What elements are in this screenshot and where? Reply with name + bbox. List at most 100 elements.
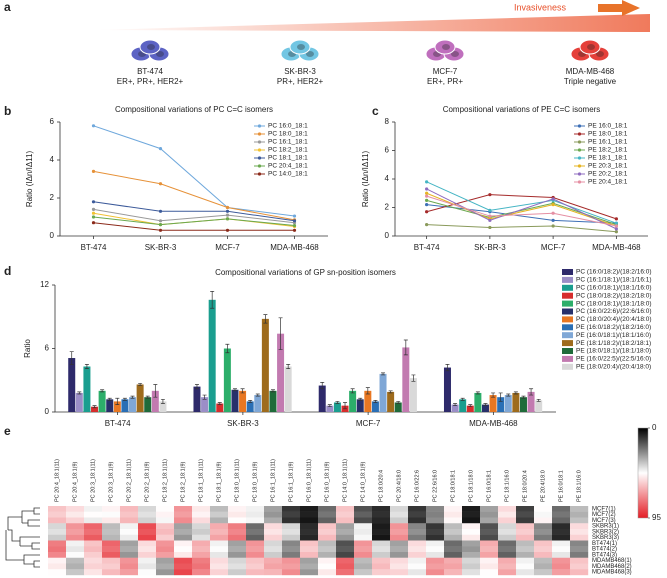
heatmap-cell (534, 546, 553, 553)
heatmap-cell (534, 540, 553, 547)
chart-title: Compositional variations of PE C=C isome… (443, 105, 601, 114)
series-line (93, 201, 295, 222)
dendrogram (5, 507, 40, 568)
heatmap-cell (552, 506, 571, 512)
series-line (426, 224, 617, 233)
legend-label: PE (18:0/18:1)/(18:1/18:0) (576, 348, 651, 355)
heatmap-cell (264, 569, 283, 576)
y-tick-label: 8 (385, 117, 390, 126)
heatmap-cell (246, 529, 265, 535)
series-line (426, 194, 617, 220)
heatmap-cell (192, 511, 211, 518)
column-label: PC 16:0_18:1(11) (306, 459, 312, 502)
column-label: PE 20:4/18:0 (540, 470, 546, 502)
heatmap-cell (210, 540, 229, 547)
point (551, 211, 555, 215)
heatmap-cell (318, 534, 337, 541)
heatmap-cell (174, 569, 193, 576)
bar (151, 390, 159, 412)
row-label: SKBR3(1) (592, 524, 619, 530)
heatmap-cell (426, 517, 445, 524)
legend-label: PE (18:1/18:2)/(18:2/18:1) (576, 340, 651, 347)
heatmap-cell (372, 523, 391, 530)
panel-label: e (4, 424, 11, 438)
heatmap-cell (66, 563, 85, 570)
heatmap-cell (300, 557, 319, 564)
error-bar (130, 395, 135, 399)
error-bar (468, 404, 473, 408)
bar (451, 404, 459, 412)
y-axis-label: Ratio (IΔn/IΔ11) (361, 151, 370, 208)
y-tick-label: 6 (45, 344, 50, 353)
heatmap-cell (300, 569, 319, 576)
point (225, 213, 230, 217)
heatmap-cell (570, 540, 589, 547)
heatmap-cell (408, 552, 427, 558)
point (425, 223, 429, 227)
bar (129, 397, 137, 412)
legend-swatch (562, 292, 573, 299)
heatmap-cell (264, 540, 283, 547)
heatmap-cell (138, 552, 157, 558)
legend-marker (257, 172, 262, 176)
heatmap-cell (318, 540, 337, 547)
error-bar (373, 400, 378, 403)
heatmap-cell (480, 506, 499, 512)
heatmap-cell (120, 534, 139, 541)
column-label: PE 18:1/16:0 (576, 470, 582, 502)
point (91, 221, 96, 225)
heatmap-cell (66, 552, 85, 558)
point (292, 214, 297, 218)
heatmap-cell (480, 529, 499, 535)
heatmap-cell (390, 552, 409, 558)
column-label: PC 14:0_18:1(11) (342, 459, 348, 502)
heatmap-cell (570, 517, 589, 524)
heatmap-cell (246, 563, 265, 570)
heatmap-cell (552, 529, 571, 535)
cell-line-name: BT-474 (137, 67, 163, 76)
row-label: MCF7(2) (592, 512, 616, 518)
heatmap-cell (282, 569, 301, 576)
heatmap-cell (282, 557, 301, 564)
heatmap-cell (480, 546, 499, 553)
heatmap-cell (372, 511, 391, 518)
heatmap-cell (354, 569, 373, 576)
error-bar (263, 314, 268, 324)
heatmap-cell (84, 523, 103, 530)
heatmap-cell (480, 552, 499, 558)
heatmap-cell (102, 557, 121, 564)
heatmap-cell (228, 552, 247, 558)
heatmap-cell (516, 529, 535, 535)
series-line (93, 216, 295, 227)
heatmap-cell (120, 540, 139, 547)
point (614, 230, 618, 234)
point (614, 217, 618, 221)
heatmap-cell (192, 534, 211, 541)
heatmap-cell (156, 540, 175, 547)
heatmap-cell (444, 569, 463, 576)
heatmap-cell (138, 511, 157, 518)
heatmap-cell (354, 529, 373, 535)
heatmap-cell (192, 523, 211, 530)
heatmap-cell (336, 540, 355, 547)
bar (333, 402, 341, 412)
bar (481, 404, 489, 412)
heatmap-cell (264, 529, 283, 535)
y-tick-label: 0 (385, 231, 390, 240)
column-label: PC 20:4/18:0 (396, 470, 402, 502)
series-line (426, 204, 617, 224)
heatmap-cell (264, 511, 283, 518)
heatmap-cell (372, 552, 391, 558)
bar (201, 397, 209, 412)
bar (106, 399, 114, 412)
heatmap-cell (570, 506, 589, 512)
heatmap-cell (498, 529, 517, 535)
column-label: PC 20:2_18:1(9) (144, 461, 150, 502)
heatmap-cell (210, 557, 229, 564)
heatmap-cell (228, 511, 247, 518)
heatmap-cell (570, 529, 589, 535)
heatmap-cell (48, 529, 67, 535)
legend-marker (577, 124, 582, 128)
panel-label: b (4, 104, 11, 118)
heatmap-cell (408, 529, 427, 535)
